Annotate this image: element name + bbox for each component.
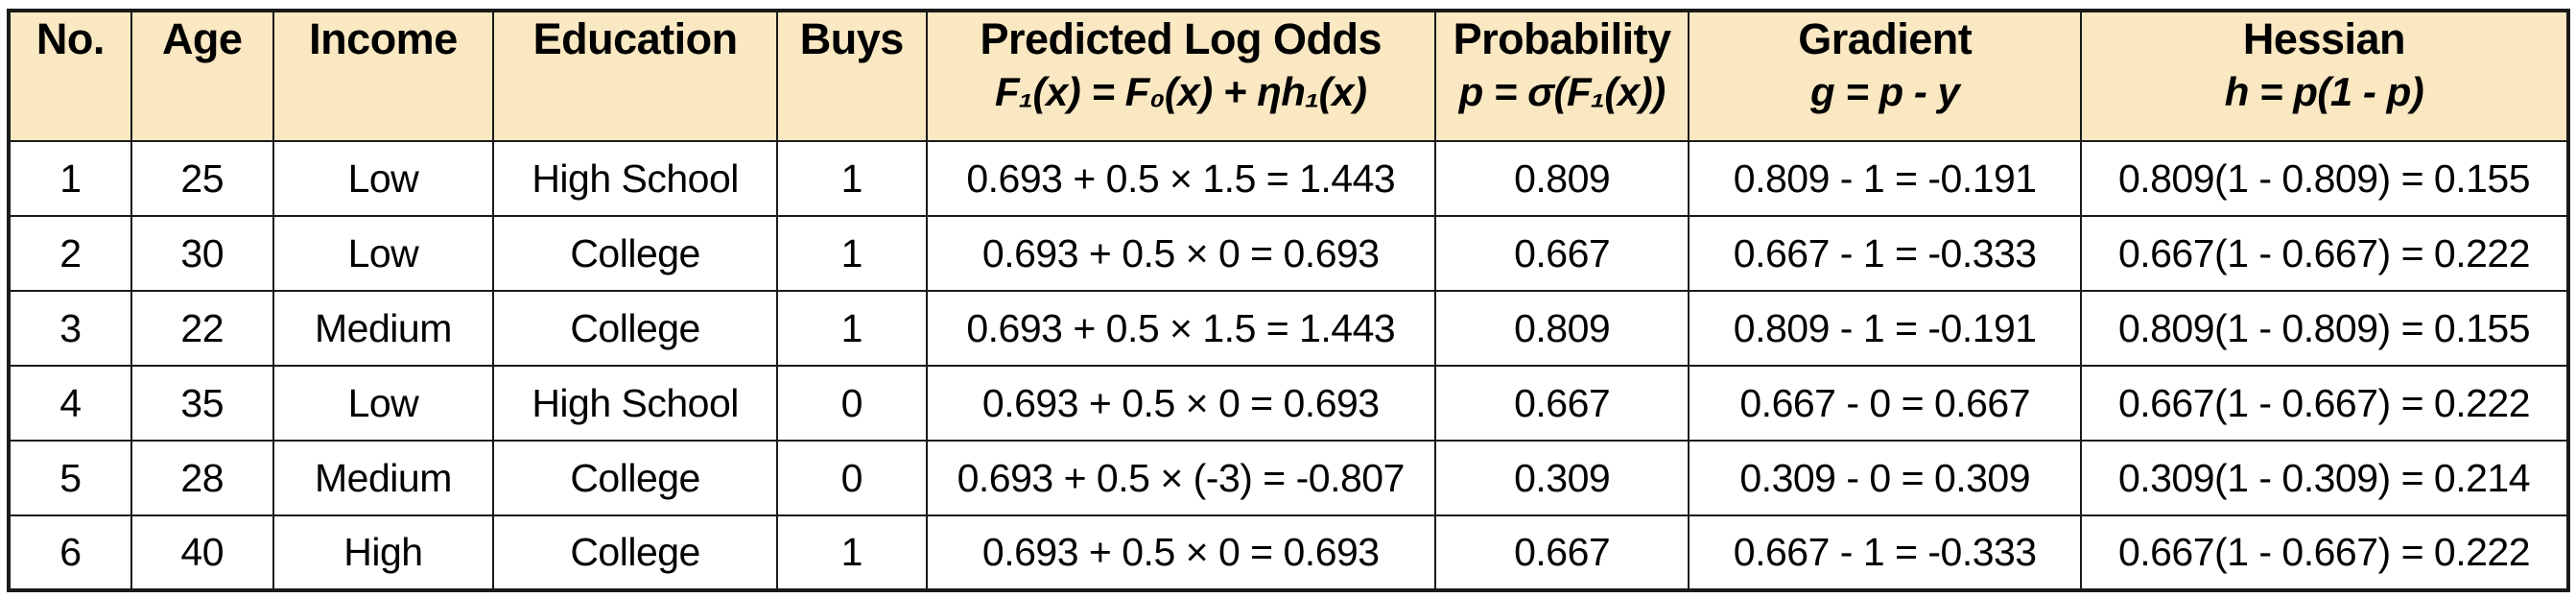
cell-hessian: 0.809(1 - 0.809) = 0.155 (2079, 140, 2570, 217)
column-label: Buys (799, 14, 905, 63)
cell-income: Medium (272, 440, 495, 516)
cell-hessian: 0.667(1 - 0.667) = 0.222 (2079, 215, 2570, 292)
header-row: No. Age Income Education Buys (8, 10, 2570, 142)
cell-no: 3 (8, 290, 132, 367)
cell-buys: 0 (775, 365, 928, 442)
cell-gradient: 0.667 - 1 = -0.333 (1688, 514, 2082, 591)
column-label: No. (35, 14, 105, 63)
cell-income: Medium (272, 290, 495, 367)
cell-age: 25 (130, 140, 274, 217)
cell-log_odds: 0.693 + 0.5 × 1.5 = 1.443 (925, 140, 1436, 217)
table-row: 4 35 Low High School 0 0.693 + 0.5 × 0 = 0.69… (8, 365, 2570, 442)
table-row: 1 25 Low High School 1 0.693 + 0.5 × 1.5 = 1.… (8, 140, 2570, 217)
cell-no: 6 (8, 514, 132, 591)
column-formula: g = p - y (1810, 69, 1960, 114)
column-header-age: Age (130, 10, 274, 142)
table-header: No. Age Income Education Buys (8, 10, 2570, 142)
table-body: 1 25 Low High School 1 0.693 + 0.5 × 1.5 = 1.… (8, 140, 2570, 591)
column-formula (275, 66, 492, 118)
table-row: 5 28 Medium College 0 0.693 + 0.5 × (-3) = -0… (8, 440, 2570, 516)
cell-log_odds: 0.693 + 0.5 × 1.5 = 1.443 (925, 290, 1436, 367)
table-row: 6 40 High College 1 0.693 + 0.5 × 0 = 0.693 0.… (8, 514, 2570, 591)
cell-buys: 1 (775, 290, 928, 367)
column-label: Probability (1453, 14, 1672, 63)
column-header-income: Income (272, 10, 495, 142)
cell-education: College (492, 514, 778, 591)
cell-education: College (492, 440, 778, 516)
column-header-education: Education (492, 10, 778, 142)
cell-hessian: 0.809(1 - 0.809) = 0.155 (2079, 290, 2570, 367)
cell-log_odds: 0.693 + 0.5 × (-3) = -0.807 (925, 440, 1436, 516)
cell-gradient: 0.667 - 0 = 0.667 (1688, 365, 2082, 442)
cell-age: 28 (130, 440, 274, 516)
column-formula (779, 66, 925, 118)
cell-gradient: 0.309 - 0 = 0.309 (1688, 440, 2082, 516)
cell-probability: 0.809 (1433, 140, 1690, 217)
cell-log_odds: 0.693 + 0.5 × 0 = 0.693 (925, 365, 1436, 442)
cell-log_odds: 0.693 + 0.5 × 0 = 0.693 (925, 215, 1436, 292)
column-formula (11, 66, 130, 118)
cell-no: 4 (8, 365, 132, 442)
cell-gradient: 0.667 - 1 = -0.333 (1688, 215, 2082, 292)
boosting-iteration-table: No. Age Income Education Buys (7, 9, 2570, 592)
cell-buys: 1 (775, 514, 928, 591)
cell-buys: 1 (775, 215, 928, 292)
cell-buys: 1 (775, 140, 928, 217)
cell-probability: 0.809 (1433, 290, 1690, 367)
column-formula (133, 66, 272, 118)
cell-education: High School (492, 365, 778, 442)
column-label: Hessian (2242, 14, 2406, 63)
column-header-buys: Buys (775, 10, 928, 142)
cell-log_odds: 0.693 + 0.5 × 0 = 0.693 (925, 514, 1436, 591)
column-label: Education (532, 14, 739, 63)
cell-age: 40 (130, 514, 274, 591)
cell-gradient: 0.809 - 1 = -0.191 (1688, 290, 2082, 367)
table-row: 2 30 Low College 1 0.693 + 0.5 × 0 = 0.693 0.6… (8, 215, 2570, 292)
cell-gradient: 0.809 - 1 = -0.191 (1688, 140, 2082, 217)
cell-no: 5 (8, 440, 132, 516)
table-row: 3 22 Medium College 1 0.693 + 0.5 × 1.5 = 1.4… (8, 290, 2570, 367)
cell-hessian: 0.309(1 - 0.309) = 0.214 (2079, 440, 2570, 516)
cell-hessian: 0.667(1 - 0.667) = 0.222 (2079, 514, 2570, 591)
cell-probability: 0.309 (1433, 440, 1690, 516)
column-label: Predicted Log Odds (980, 14, 1383, 63)
column-header-hessian: Hessian h = p(1 - p) (2079, 10, 2570, 142)
column-label: Income (309, 14, 458, 63)
cell-no: 2 (8, 215, 132, 292)
cell-education: College (492, 290, 778, 367)
column-formula: h = p(1 - p) (2224, 69, 2424, 114)
column-header-gradient: Gradient g = p - y (1688, 10, 2082, 142)
cell-probability: 0.667 (1433, 215, 1690, 292)
cell-income: Low (272, 140, 495, 217)
column-label: Gradient (1798, 14, 1973, 63)
cell-no: 1 (8, 140, 132, 217)
cell-education: College (492, 215, 778, 292)
column-formula (495, 66, 775, 118)
cell-age: 35 (130, 365, 274, 442)
column-header-probability: Probability p = σ(F₁(x)) (1433, 10, 1690, 142)
cell-age: 22 (130, 290, 274, 367)
cell-probability: 0.667 (1433, 514, 1690, 591)
cell-buys: 0 (775, 440, 928, 516)
cell-income: Low (272, 215, 495, 292)
cell-income: High (272, 514, 495, 591)
cell-education: High School (492, 140, 778, 217)
column-label: Age (161, 14, 243, 63)
column-header-predicted-log-odds: Predicted Log Odds F₁(x) = F₀(x) + ηh₁(x… (925, 10, 1436, 142)
column-formula: F₁(x) = F₀(x) + ηh₁(x) (995, 69, 1367, 114)
column-header-no: No. (8, 10, 132, 142)
cell-probability: 0.667 (1433, 365, 1690, 442)
cell-hessian: 0.667(1 - 0.667) = 0.222 (2079, 365, 2570, 442)
column-formula: p = σ(F₁(x)) (1458, 69, 1666, 114)
cell-income: Low (272, 365, 495, 442)
cell-age: 30 (130, 215, 274, 292)
